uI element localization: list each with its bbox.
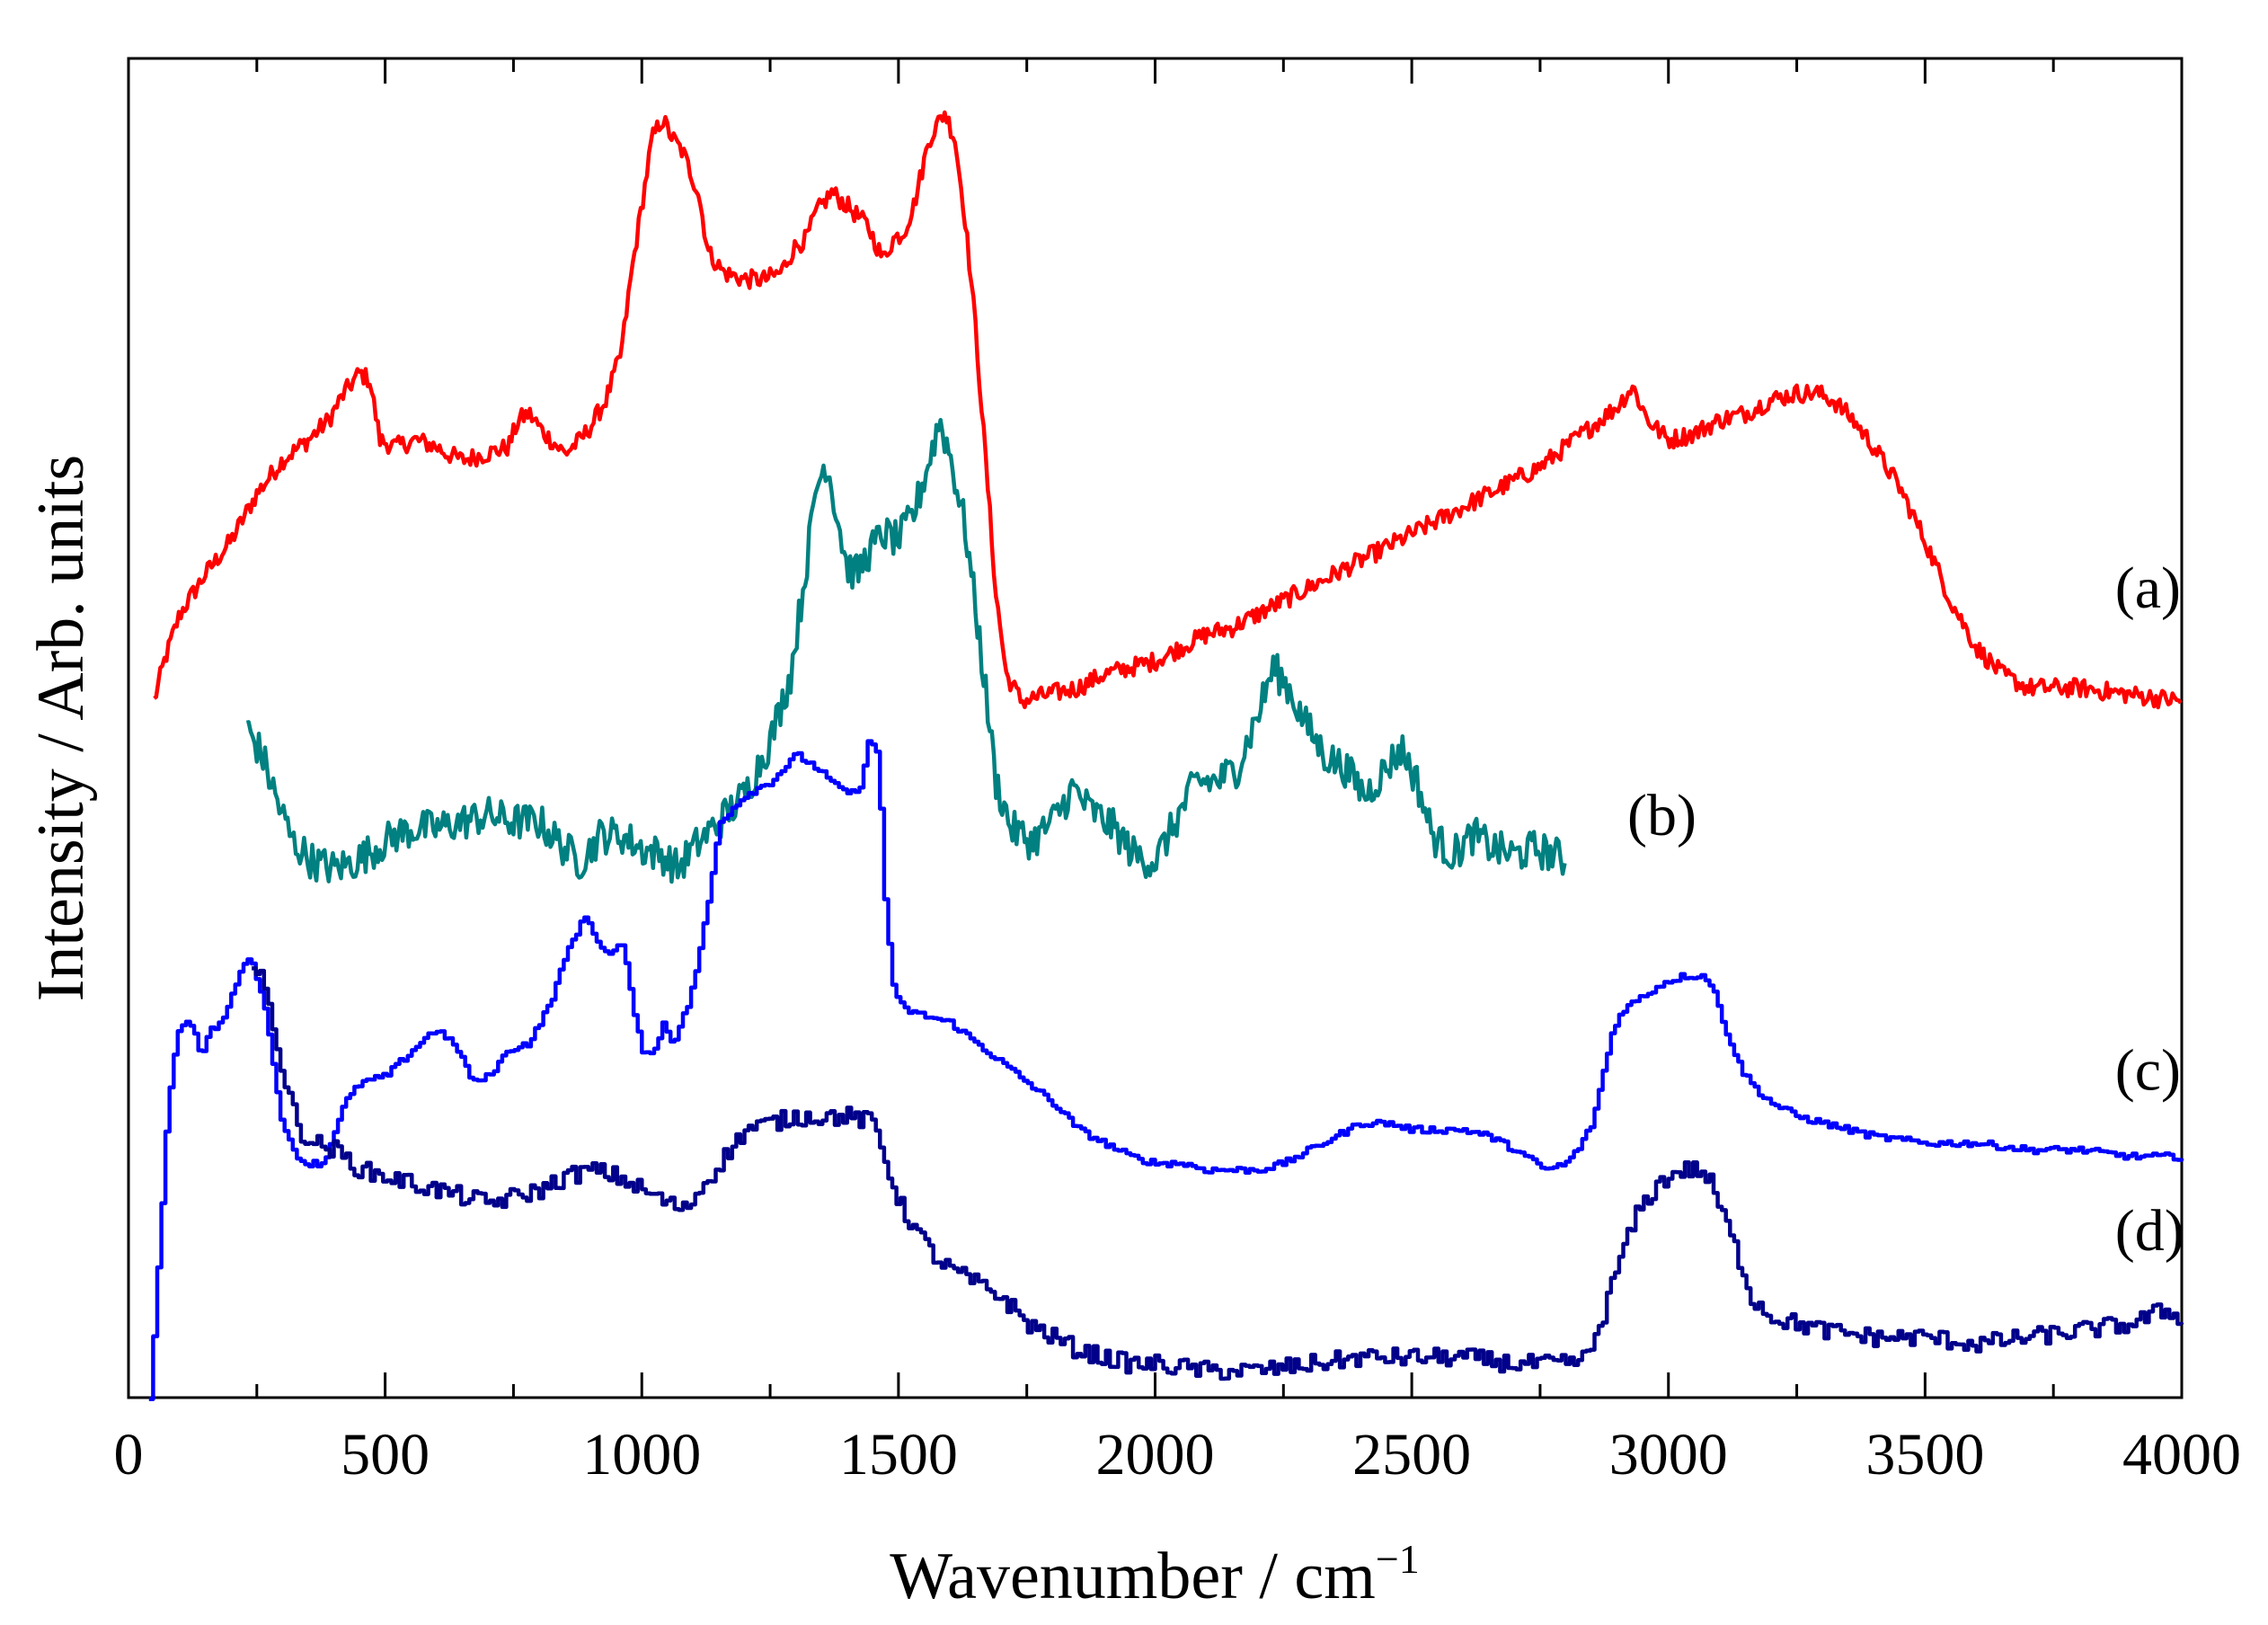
series-label-c: (c) xyxy=(2115,1037,2181,1103)
x-tick-label: 2000 xyxy=(1096,1422,1215,1487)
series-label-d: (d) xyxy=(2115,1198,2184,1264)
series-line-c xyxy=(148,739,2184,1401)
x-tick-label: 1000 xyxy=(582,1422,701,1487)
x-tick-label: 1500 xyxy=(839,1422,958,1487)
y-axis-title: Intensity / Arb. units xyxy=(24,455,98,1001)
series-label-b: (b) xyxy=(1627,783,1697,848)
x-tick-label: 2500 xyxy=(1352,1422,1471,1487)
series-line-b xyxy=(245,417,1567,884)
series-labels: (a) (b) (c) (d) xyxy=(1627,555,2184,1264)
series-line-d xyxy=(252,966,2184,1381)
x-tick-labels: 0 500 1000 1500 2000 2500 3000 3500 4000 xyxy=(114,1422,2242,1487)
series-lines xyxy=(148,110,2184,1401)
x-tick-label: 0 xyxy=(114,1422,144,1487)
series-label-a: (a) xyxy=(2115,555,2181,621)
x-tick-label: 4000 xyxy=(2122,1422,2241,1487)
x-tick-marks xyxy=(127,58,2184,1398)
x-tick-label: 3500 xyxy=(1865,1422,1984,1487)
x-axis-title: Wavenumber / cm−1 xyxy=(890,1536,1420,1613)
x-tick-label: 3000 xyxy=(1609,1422,1728,1487)
series-line-a xyxy=(153,110,2183,710)
x-axis-unit-exponent: −1 xyxy=(1376,1536,1420,1582)
x-tick-label: 500 xyxy=(341,1422,430,1487)
